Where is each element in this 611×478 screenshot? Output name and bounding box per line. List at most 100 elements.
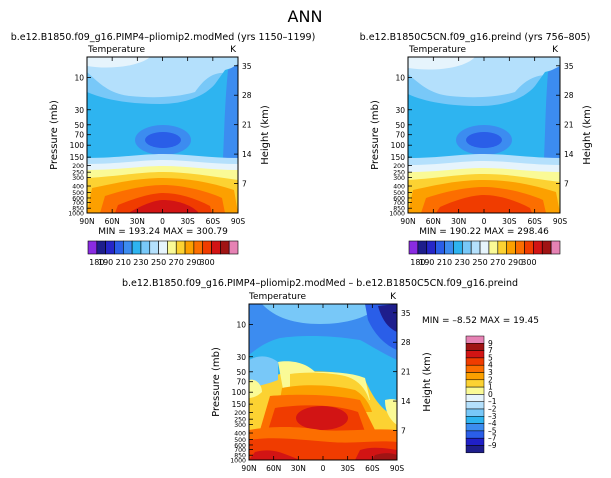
y-tick-label: 400 (393, 184, 405, 191)
contour-fill-band (249, 450, 300, 460)
y-tick-label: 70 (74, 131, 84, 140)
colorbar-label: 9 (488, 339, 493, 348)
colorbar-label: 2 (488, 375, 493, 384)
contour-fill-band (222, 64, 238, 175)
field-label: Temperature (408, 45, 466, 55)
y-tick-label: 70 (236, 378, 246, 387)
colorbar-label: 7 (488, 346, 493, 355)
y-tick-label: 50 (74, 121, 84, 130)
x-tick-label: 60S (365, 464, 380, 473)
y2-axis-label: Height (km) (422, 352, 433, 412)
colorbar-swatch (465, 372, 485, 381)
y2-tick-label: 35 (401, 309, 411, 318)
units-label: K (552, 45, 559, 55)
y2-tick-label: 21 (242, 121, 252, 130)
x-tick-label: 30N (130, 217, 145, 226)
y2-tick-label: 21 (401, 368, 411, 377)
contour-fill-band (385, 399, 397, 425)
colorbar-swatch (533, 240, 543, 255)
y2-tick-label: 28 (242, 91, 252, 100)
y-axis-label: Pressure (mb) (49, 100, 60, 170)
y-tick-label: 1000 (389, 211, 405, 218)
colorbar-swatch (140, 240, 151, 255)
colorbar-swatch (465, 364, 485, 373)
colorbar-label: 5 (488, 353, 493, 362)
y-tick-label: 250 (72, 170, 84, 177)
y2-tick-label: 35 (564, 62, 574, 71)
y2-tick-label: 28 (401, 338, 411, 347)
x-tick-label: 90N (79, 217, 94, 226)
colorbar-swatch (175, 240, 186, 255)
contour-field (408, 57, 560, 213)
colorbar-swatch (408, 240, 419, 255)
colorbar-swatch (465, 445, 485, 454)
x-tick-label: 0 (482, 217, 487, 226)
colorbar-swatch (193, 240, 204, 255)
colorbar-swatch (465, 394, 485, 402)
y2-axis-label: Height (km) (582, 105, 593, 165)
colorbar-label: 190 (419, 258, 434, 267)
y2-tick-label: 14 (401, 397, 411, 406)
x-tick-label: 60N (266, 464, 281, 473)
y2-tick-label: 7 (242, 180, 247, 189)
colorbar-swatch (465, 416, 485, 424)
x-tick-label: 0 (160, 217, 165, 226)
colorbar-swatch (184, 240, 195, 255)
colorbar-label: 4 (488, 361, 493, 370)
x-tick-label: 30N (451, 217, 466, 226)
panel-top-right: b.e12.B1850C5CN.f09_g16.preind (yrs 756–… (360, 32, 593, 237)
y-tick-label: 400 (234, 431, 246, 438)
axes: 90N 60N 30N 0 30S 60S 90S103050701001502002503… (68, 57, 252, 226)
colorbar-swatch (465, 386, 485, 395)
x-tick-label: 90S (390, 464, 405, 473)
y-axis-label: Pressure (mb) (211, 347, 222, 417)
figure-title: ANN (288, 7, 323, 26)
colorbar-swatch (497, 240, 508, 255)
colorbar-swatch (465, 423, 485, 432)
y2-tick-label: 14 (564, 150, 574, 159)
colorbar-label: –5 (488, 426, 497, 435)
colorbar-swatch (202, 240, 212, 255)
x-tick-label: 60S (528, 217, 543, 226)
colorbar-swatch (96, 240, 106, 255)
contour-fill-band (436, 195, 532, 213)
y-tick-label: 300 (234, 422, 246, 429)
y-axis-label: Pressure (mb) (370, 100, 381, 170)
colorbar-swatch (465, 437, 485, 446)
colorbar-swatch (550, 240, 561, 255)
y-tick-label: 10 (236, 320, 246, 329)
y-tick-label: 850 (72, 206, 84, 213)
colorbar-label: 290 (508, 258, 523, 267)
contour-fill-band (543, 66, 560, 175)
colorbar-label: 300 (521, 258, 536, 267)
x-tick-label: 90N (241, 464, 256, 473)
axes: 90N 60N 30N 0 30S 60S 90S103050701001502002503… (230, 304, 411, 473)
contour-fill-band (87, 57, 238, 98)
y-tick-label: 700 (234, 447, 246, 454)
colorbar-label: 250 (151, 258, 166, 267)
y2-tick-label: 35 (242, 62, 252, 71)
y-tick-label: 850 (393, 206, 405, 213)
colorbar-label: –4 (488, 419, 497, 428)
y-tick-label: 600 (234, 442, 246, 449)
colorbar-swatch (461, 240, 472, 255)
y2-tick-label: 14 (242, 150, 252, 159)
panel-title: b.e12.B1850C5CN.f09_g16.preind (yrs 756–… (360, 32, 591, 43)
colorbar-swatch (465, 357, 485, 366)
colorbar-label: –1 (488, 397, 497, 406)
colorbar-label: 1 (488, 383, 493, 392)
y-tick-label: 100 (391, 141, 406, 150)
colorbar-label: 3 (488, 368, 493, 377)
contour-field (87, 57, 238, 213)
y2-tick-label: 7 (564, 180, 569, 189)
colorbar-label: 0 (488, 390, 493, 399)
colorbar-swatch (167, 240, 177, 255)
axes: 90N 60N 30N 0 30S 60S 90S103050701001502002503… (389, 57, 574, 226)
y-tick-label: 850 (234, 453, 246, 460)
colorbar-swatch (488, 240, 499, 255)
colorbar-swatch (417, 240, 428, 255)
field-label: Temperature (87, 45, 145, 55)
y-tick-label: 30 (236, 353, 246, 362)
y-tick-label: 700 (72, 200, 84, 207)
colorbar-label: 180 (89, 258, 104, 267)
